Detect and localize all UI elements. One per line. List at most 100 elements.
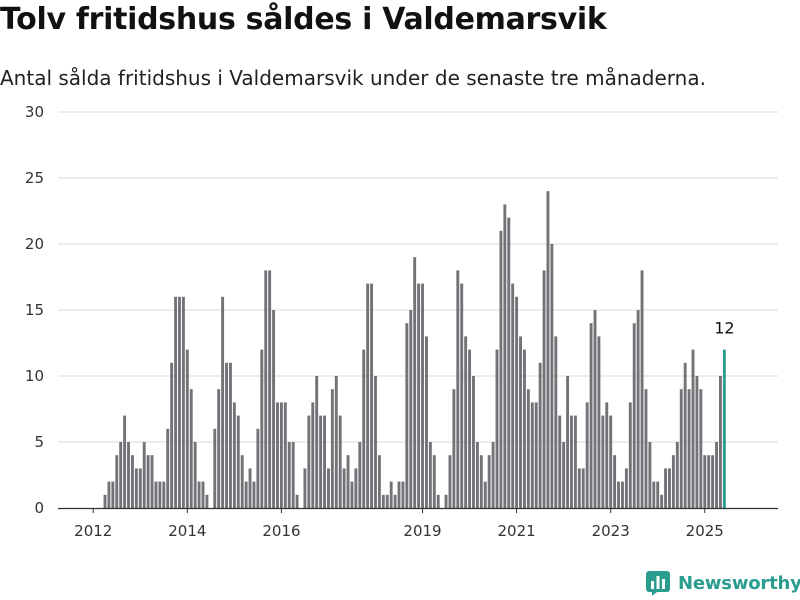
bar <box>405 323 409 508</box>
bar <box>421 283 424 508</box>
bar <box>213 428 217 508</box>
annotations: 12 <box>714 319 734 338</box>
bar <box>315 376 319 508</box>
bar <box>279 402 283 508</box>
x-tick-label: 2025 <box>686 522 724 540</box>
bar <box>515 296 519 508</box>
bar <box>558 415 562 508</box>
bar <box>342 468 346 508</box>
bar <box>703 455 707 508</box>
bar <box>131 455 134 508</box>
bar <box>452 389 456 508</box>
bar <box>146 455 150 508</box>
bar <box>197 481 201 508</box>
bar <box>483 481 487 508</box>
chart-subtitle: Antal sålda fritidshus i Valdemarsvik un… <box>0 66 706 90</box>
bar <box>374 376 377 508</box>
bar <box>260 349 264 508</box>
bar <box>327 468 330 508</box>
bar <box>346 455 350 508</box>
bar <box>268 270 272 508</box>
bar <box>150 455 154 508</box>
bar <box>581 468 585 508</box>
bar <box>577 468 581 508</box>
bar <box>566 376 570 508</box>
bar <box>103 494 107 508</box>
bar <box>248 468 252 508</box>
bar <box>597 336 601 508</box>
bar <box>707 455 711 508</box>
bar <box>550 244 554 508</box>
bar <box>409 310 413 508</box>
bar <box>511 283 515 508</box>
bars <box>103 191 726 509</box>
bar <box>162 481 166 508</box>
bar <box>158 481 162 508</box>
x-tick-label: 2021 <box>498 522 536 540</box>
bar <box>554 336 558 508</box>
bar <box>617 481 620 508</box>
x-tick-label: 2016 <box>262 522 300 540</box>
bar <box>475 442 479 508</box>
bar <box>236 415 240 508</box>
bar <box>256 428 260 508</box>
bar <box>507 217 511 508</box>
bar <box>542 270 546 508</box>
bar <box>366 283 370 508</box>
bar <box>283 402 287 508</box>
bar <box>115 455 119 508</box>
bar <box>605 402 609 508</box>
data-label: 12 <box>714 319 734 338</box>
bar <box>460 283 464 508</box>
bar <box>295 494 299 508</box>
bar <box>385 494 389 508</box>
bar <box>613 455 617 508</box>
bar <box>319 415 323 508</box>
bar <box>291 442 295 508</box>
bar <box>644 389 648 508</box>
bar <box>636 310 640 508</box>
bar <box>401 481 405 508</box>
brand: Newsworthy <box>645 570 800 596</box>
bar <box>217 389 221 508</box>
bar <box>573 415 577 508</box>
bar <box>229 362 232 508</box>
bar <box>189 389 193 508</box>
bar <box>530 402 534 508</box>
bar <box>624 468 628 508</box>
bar <box>448 455 452 508</box>
y-tick-label: 10 <box>25 367 44 385</box>
bar <box>546 191 550 508</box>
bar <box>413 257 417 508</box>
bar <box>491 442 495 508</box>
bar <box>691 349 695 508</box>
bar <box>350 481 354 508</box>
bar <box>323 415 326 508</box>
bar <box>589 323 593 508</box>
bar <box>499 230 503 509</box>
x-tick-label: 2014 <box>168 522 206 540</box>
bar <box>252 481 256 508</box>
bar <box>287 442 291 508</box>
bar <box>428 442 432 508</box>
bar <box>699 389 703 508</box>
bar <box>719 376 722 508</box>
x-tick-label: 2023 <box>592 522 630 540</box>
bar <box>444 494 448 508</box>
bar <box>276 402 279 508</box>
bar <box>417 283 421 508</box>
bar <box>456 270 460 508</box>
bar <box>381 494 385 508</box>
bar <box>534 402 538 508</box>
bar <box>185 349 189 508</box>
bar <box>652 481 656 508</box>
bar <box>193 442 197 508</box>
bar <box>683 362 687 508</box>
bar <box>464 336 468 508</box>
bar <box>656 481 660 508</box>
x-tick-label: 2019 <box>403 522 441 540</box>
bar <box>687 389 691 508</box>
bar <box>487 455 491 508</box>
brand-name: Newsworthy <box>678 572 800 594</box>
